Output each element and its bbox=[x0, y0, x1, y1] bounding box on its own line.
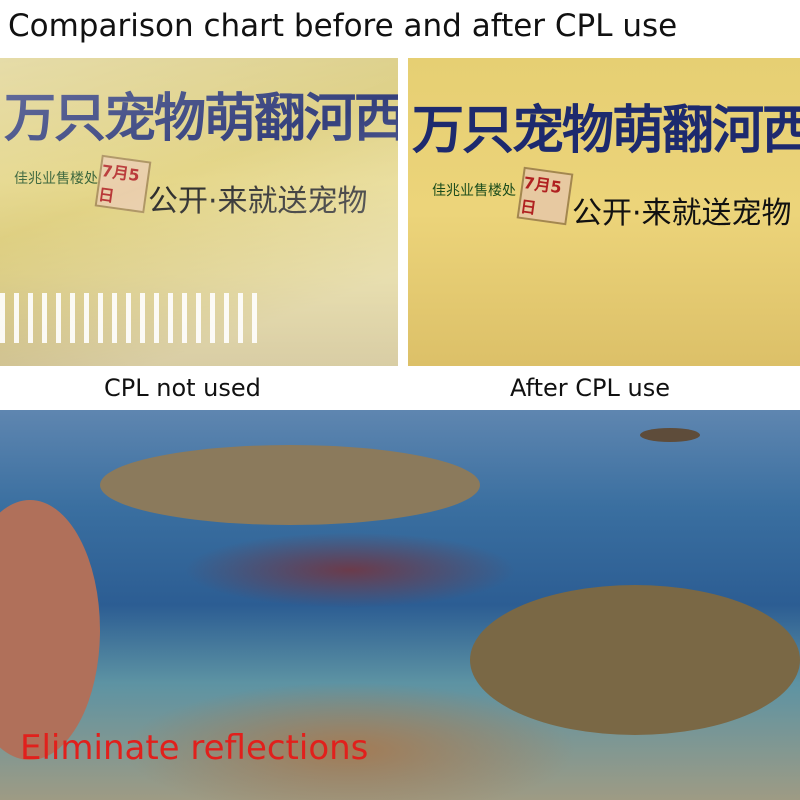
poster-date-sign: 7月5日 bbox=[516, 166, 574, 226]
rock bbox=[640, 428, 700, 442]
rock bbox=[470, 585, 800, 735]
caption-right: After CPL use bbox=[510, 374, 670, 402]
poster-headline: 万只宠物萌翻河西 bbox=[4, 76, 398, 151]
rock bbox=[100, 445, 480, 525]
caption-left: CPL not used bbox=[104, 374, 261, 402]
page-title: Comparison chart before and after CPL us… bbox=[8, 8, 678, 44]
rock bbox=[0, 500, 100, 760]
poster-sales-office: 佳兆业售楼处 bbox=[14, 168, 98, 188]
overlay-caption: Eliminate reflections bbox=[20, 728, 369, 768]
poster-headline: 万只宠物萌翻河西 bbox=[412, 101, 800, 161]
photo-without-cpl: 万只宠物萌翻河西 佳兆业售楼处 7月5日 公开·来就送宠物 bbox=[0, 58, 398, 366]
fence-reflection bbox=[0, 293, 260, 343]
sea-rocks-photo bbox=[0, 410, 800, 800]
photo-with-cpl: 万只宠物萌翻河西 佳兆业售楼处 7月5日 公开·来就送宠物 bbox=[408, 58, 800, 366]
glass-reflection bbox=[0, 58, 398, 366]
poster-tagline: 公开·来就送宠物 bbox=[572, 196, 792, 231]
poster-sales-office: 佳兆业售楼处 bbox=[432, 183, 516, 199]
poster-tagline: 公开·来就送宠物 bbox=[148, 176, 368, 220]
